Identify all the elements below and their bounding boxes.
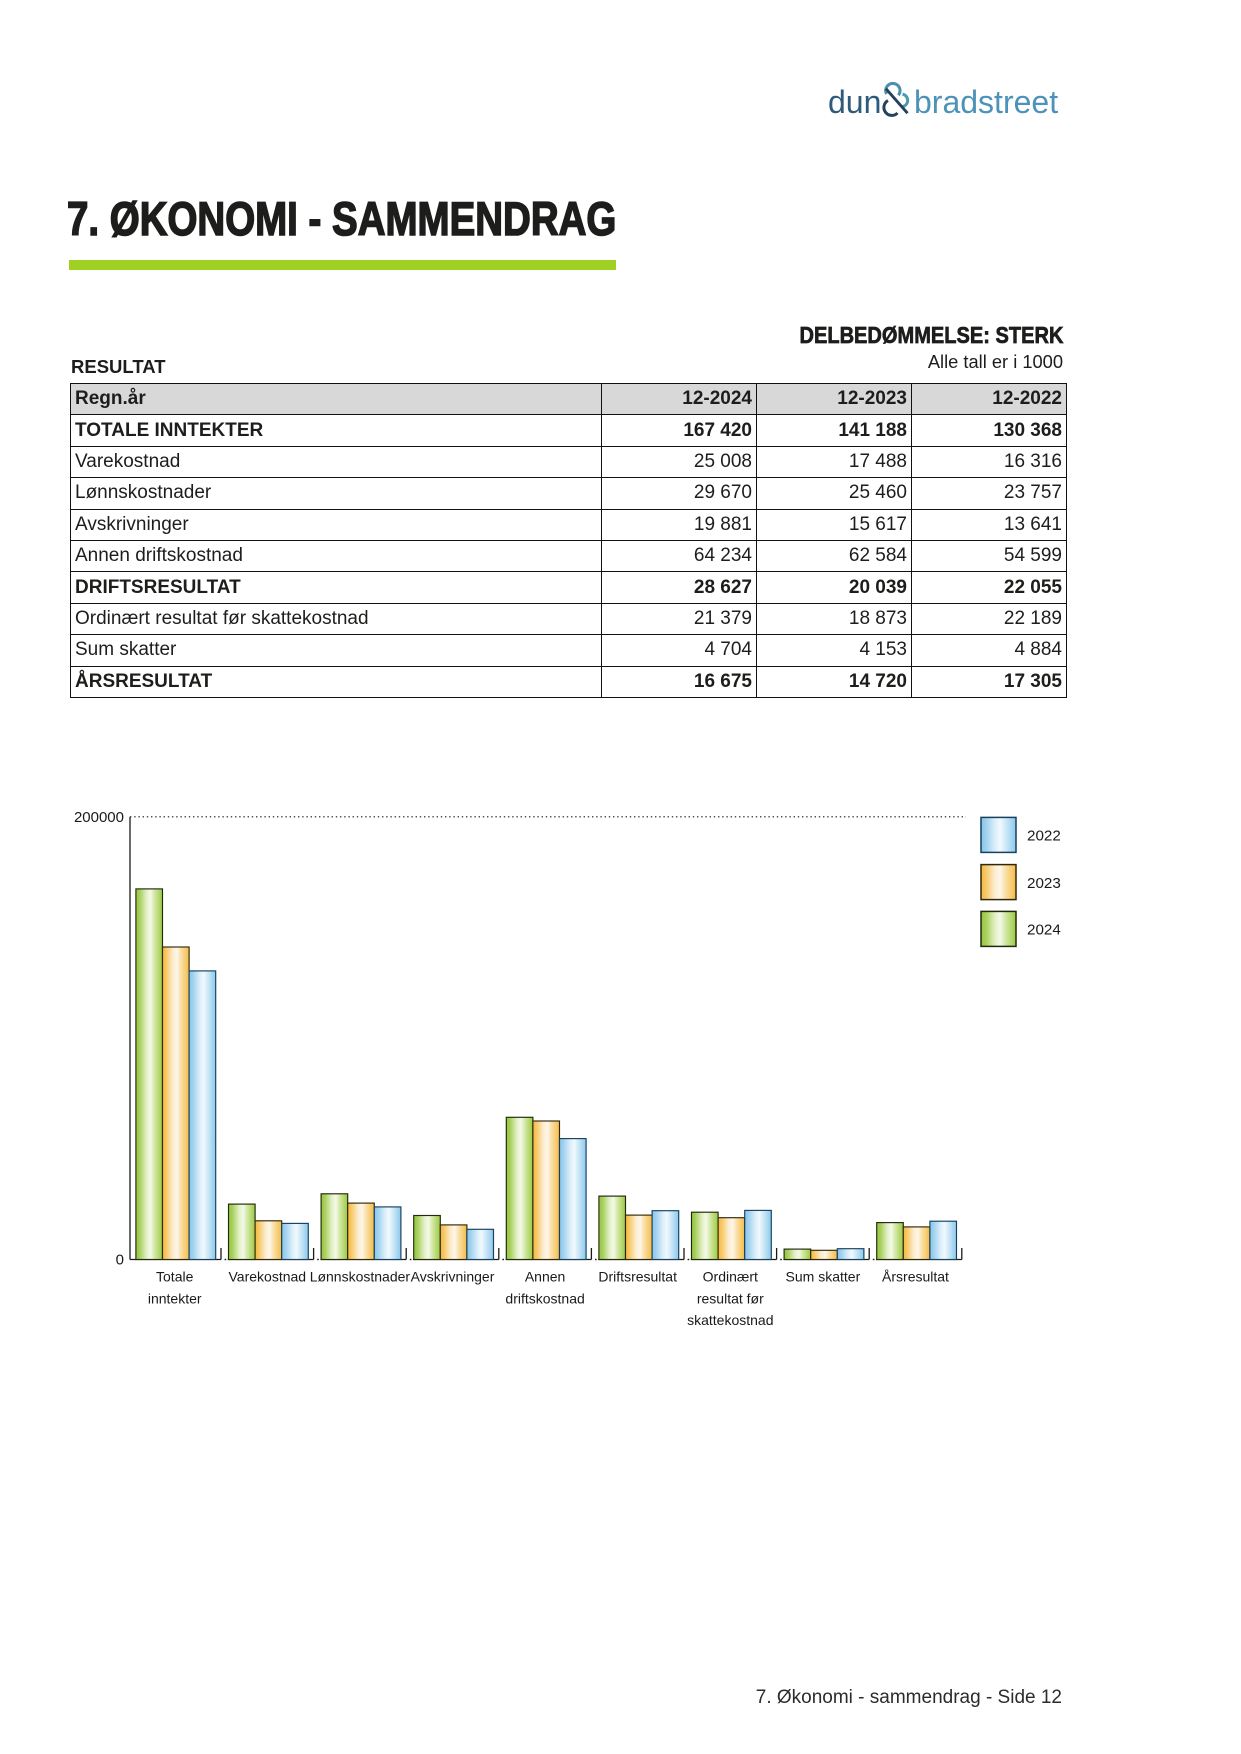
svg-text:inntekter: inntekter <box>148 1290 202 1306</box>
svg-text:Annen: Annen <box>525 1269 565 1285</box>
svg-text:2023: 2023 <box>1027 875 1061 892</box>
svg-text:200000: 200000 <box>74 809 124 826</box>
svg-text:Totale: Totale <box>156 1269 194 1285</box>
svg-text:Ordinært: Ordinært <box>703 1269 758 1285</box>
svg-text:resultat før: resultat før <box>697 1290 764 1306</box>
svg-text:Driftsresultat: Driftsresultat <box>598 1269 677 1285</box>
svg-text:Årsresultat: Årsresultat <box>882 1269 949 1285</box>
svg-text:Sum skatter: Sum skatter <box>786 1269 861 1285</box>
svg-text:skattekostnad: skattekostnad <box>687 1312 773 1328</box>
svg-text:Lønnskostnader: Lønnskostnader <box>310 1269 411 1285</box>
svg-text:Varekostnad: Varekostnad <box>229 1269 307 1285</box>
svg-text:driftskostnad: driftskostnad <box>505 1290 584 1306</box>
svg-text:0: 0 <box>116 1252 124 1269</box>
svg-text:Avskrivninger: Avskrivninger <box>411 1269 495 1285</box>
svg-text:2024: 2024 <box>1027 922 1061 939</box>
svg-text:2022: 2022 <box>1027 828 1061 845</box>
